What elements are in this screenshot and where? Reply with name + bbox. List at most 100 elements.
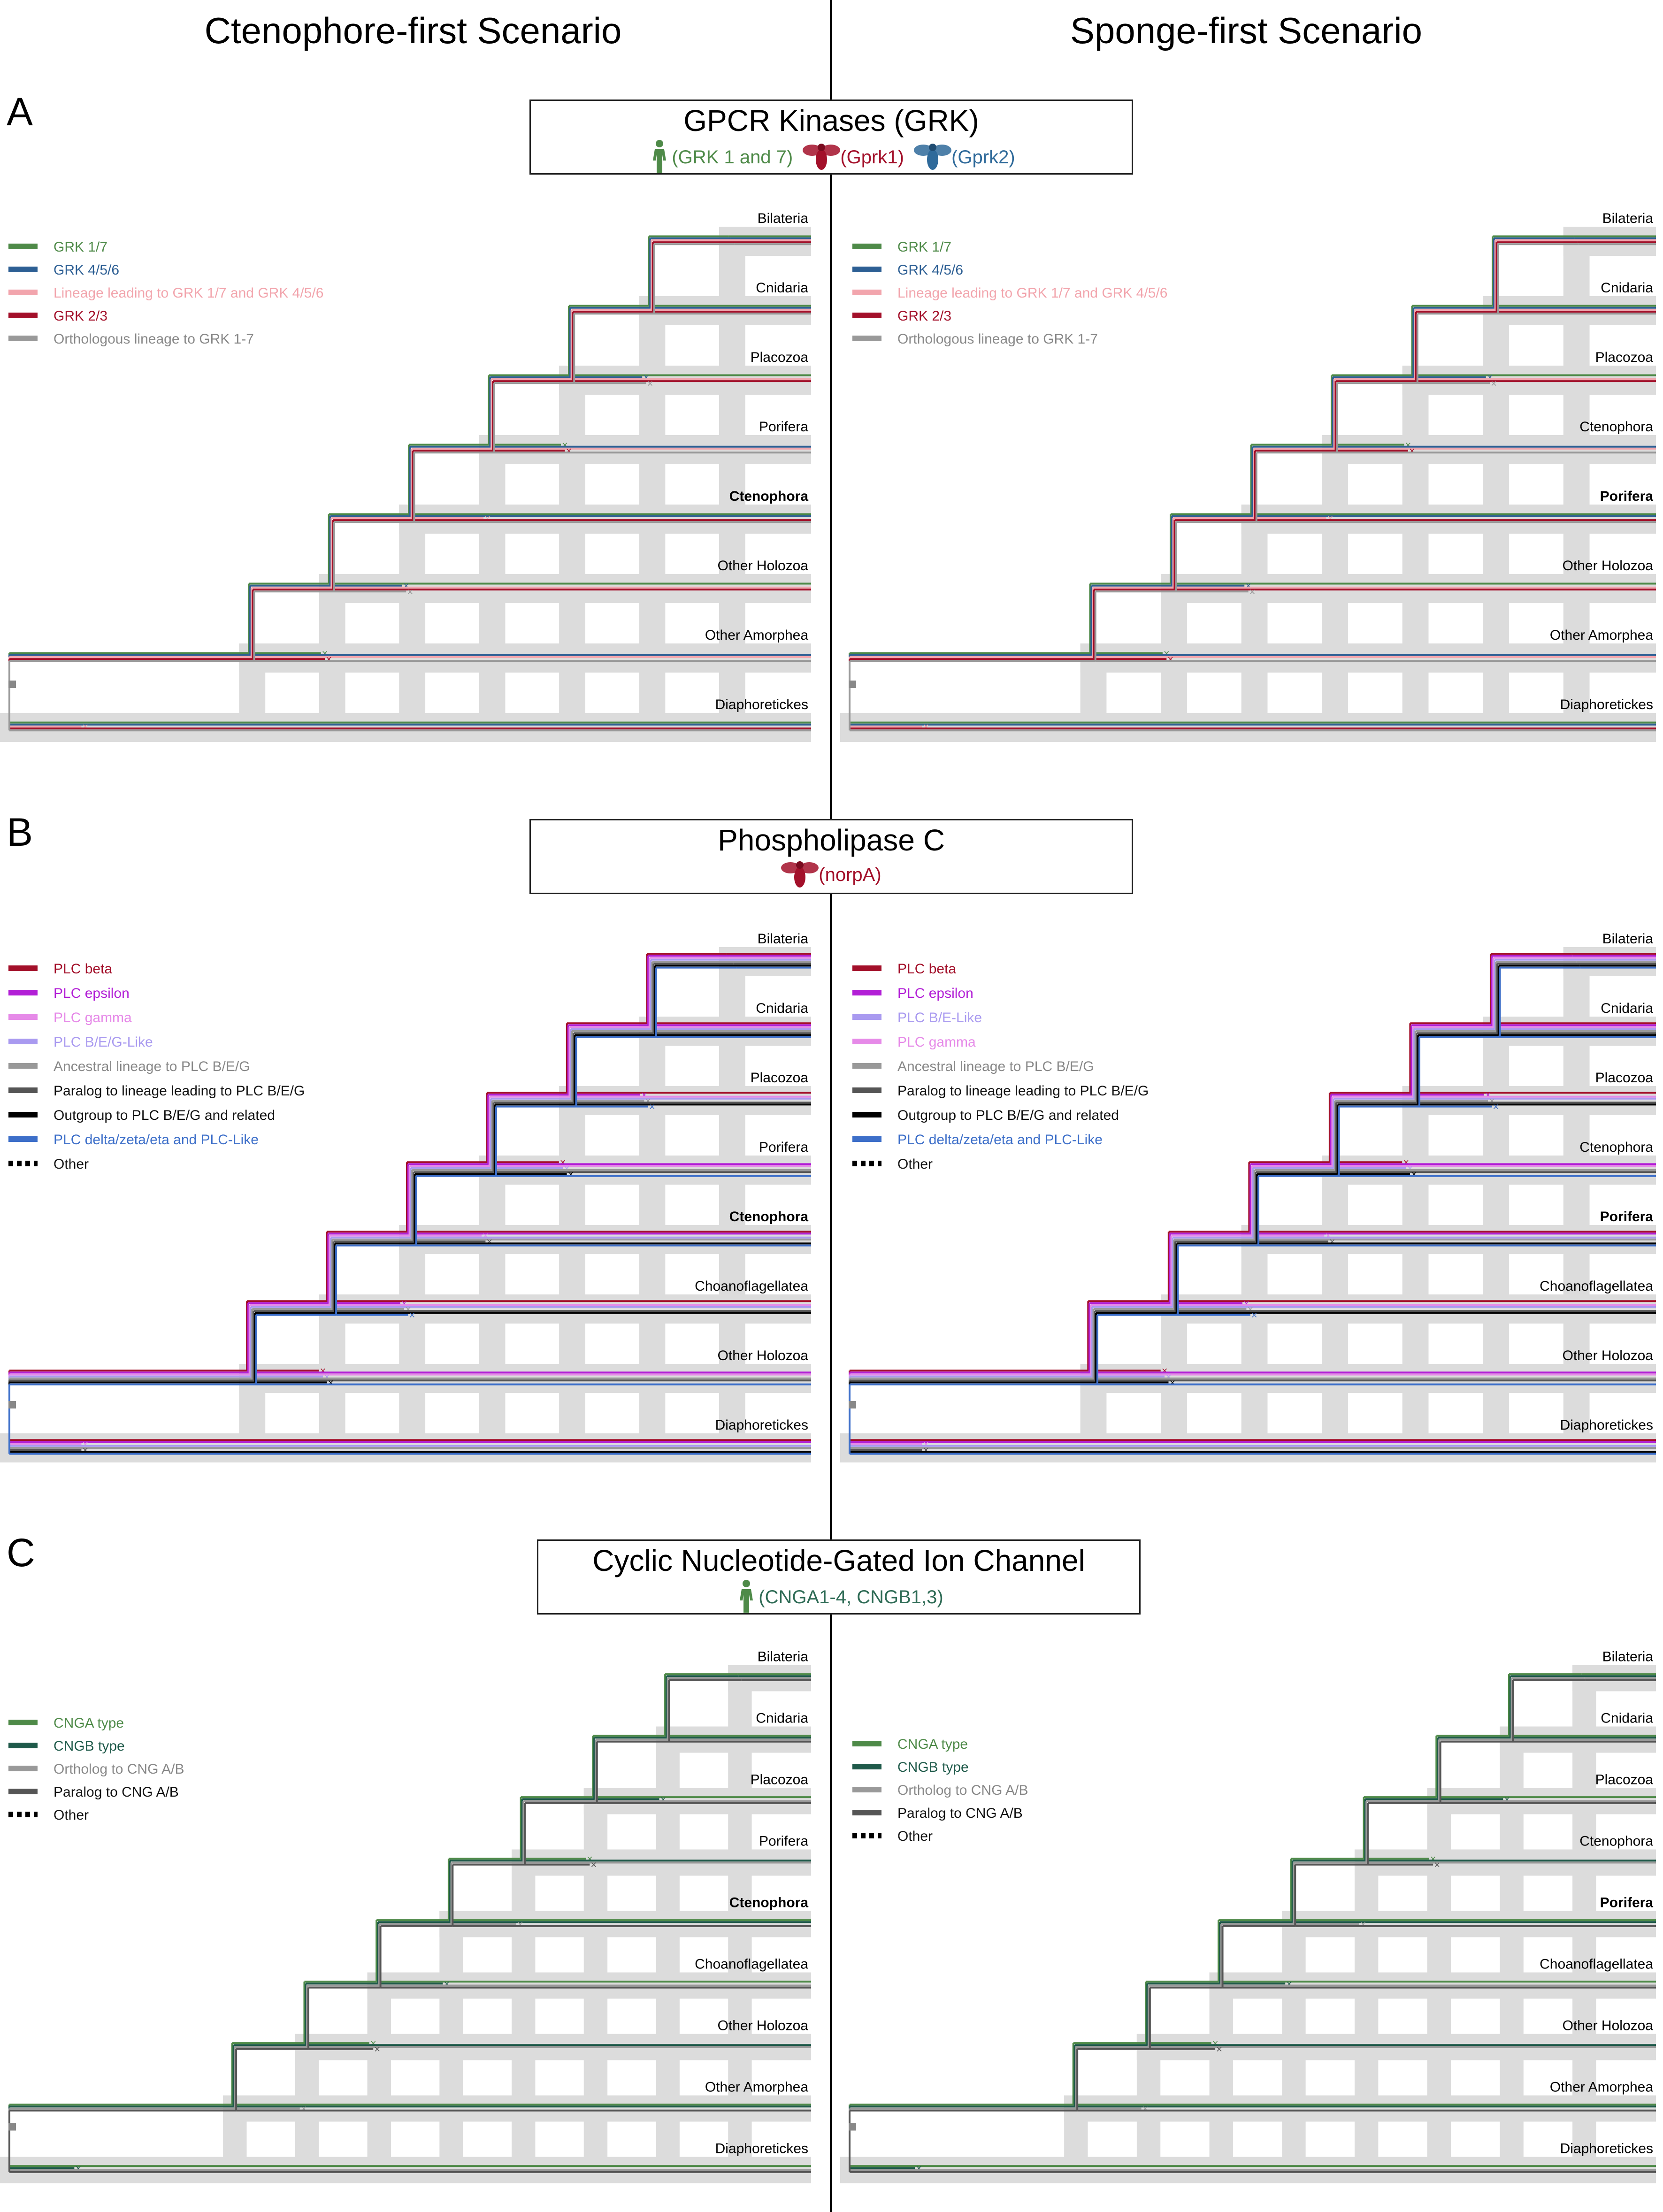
taxon-label-placozoa: Placozoa (1595, 1772, 1654, 1788)
loss-marker: × (566, 445, 572, 457)
legend-label-1-0-7: PLC delta/zeta/eta and PLC-Like (54, 1132, 259, 1148)
clade-band-vertical (0, 713, 26, 742)
clade-band (1402, 366, 1656, 395)
legend-label-0-0-0: GRK 1/7 (54, 239, 107, 255)
legend-label-1-0-6: Outgroup to PLC B/E/G and related (54, 1108, 275, 1123)
taxon-label-other-amorphea: Other Amorphea (705, 2080, 808, 2095)
taxon-label-diaphoretickes: Diaphoretickes (715, 1417, 808, 1433)
loss-marker: × (647, 377, 653, 389)
legend-label-2-0-1: CNGB type (54, 1738, 125, 1754)
taxon-label-diaphoretickes: Diaphoretickes (715, 2141, 808, 2157)
loss-marker: × (1249, 586, 1256, 597)
legend-label-1-1-8: Other (897, 1156, 933, 1172)
taxon-label-placozoa: Placozoa (1595, 1070, 1654, 1086)
clade-band-vertical (399, 1225, 426, 1462)
legend-label-0-0-2: Lineage leading to GRK 1/7 and GRK 4/5/6 (54, 285, 323, 301)
taxon-label-cnidaria: Cnidaria (1601, 1711, 1653, 1726)
clade-band-vertical (1354, 1849, 1379, 2183)
legend-label-2-1-2: Ortholog to CNG A/B (897, 1783, 1028, 1798)
clade-band-vertical (559, 1086, 585, 1462)
legend-label-0-1-0: GRK 1/7 (897, 239, 951, 255)
gene-title-a: GPCR Kinases (GRK) (683, 104, 979, 138)
taxon-label-porifera: Porifera (1600, 489, 1654, 504)
loss-marker: × (1409, 445, 1415, 457)
legend-label-2-0-4: Other (54, 1807, 89, 1823)
legend-label-1-0-8: Other (54, 1156, 89, 1172)
clade-band (239, 643, 811, 673)
taxon-label-other-holozoa: Other Holozoa (1563, 2018, 1654, 2034)
loss-marker: × (1169, 1377, 1175, 1388)
taxon-label-bilateria: Bilateria (1602, 1649, 1654, 1665)
clade-band (1080, 643, 1656, 673)
legend-label-2-0-3: Paralog to CNG A/B (54, 1784, 179, 1800)
clade-band (1161, 574, 1656, 603)
clade-band-vertical (840, 713, 866, 742)
legend-label-0-0-1: GRK 4/5/6 (54, 262, 119, 278)
legend-label-2-1-3: Paralog to CNG A/B (897, 1806, 1023, 1821)
loss-marker: × (1251, 1309, 1257, 1321)
gene-sub-c-0: (CNGA1-4, CNGB1,3) (759, 1586, 943, 1607)
root-node (8, 2123, 16, 2131)
loss-marker: × (1434, 1859, 1440, 1871)
taxon-label-other-amorphea: Other Amorphea (1550, 2080, 1653, 2095)
loss-marker: × (1360, 1919, 1366, 1930)
legend-label-0-1-3: GRK 2/3 (897, 308, 951, 324)
taxon-label-cnidaria: Cnidaria (1601, 1001, 1653, 1016)
clade-band (479, 435, 811, 464)
clade-band-vertical (1241, 505, 1268, 742)
gene-box-b: Phospholipase C (norpA) (529, 819, 1133, 894)
legend-label-2-1-1: CNGB type (897, 1760, 969, 1775)
legend-label-1-1-4: Ancestral lineage to PLC B/E/G (897, 1059, 1094, 1074)
taxon-label-other-holozoa: Other Holozoa (718, 1348, 809, 1363)
taxon-label-cnidaria: Cnidaria (756, 1711, 808, 1726)
loss-marker: × (407, 586, 413, 597)
clade-band (559, 366, 811, 395)
clade-band-vertical (1241, 1225, 1268, 1462)
taxon-label-diaphoretickes: Diaphoretickes (1560, 2141, 1653, 2157)
legend-label-0-0-4: Orthologous lineage to GRK 1-7 (54, 331, 254, 347)
loss-marker: × (374, 2044, 380, 2055)
clade-band-vertical (512, 1849, 536, 2183)
gene-title-c: Cyclic Nucleotide-Gated Ion Channel (592, 1544, 1085, 1577)
gene-box-c: Cyclic Nucleotide-Gated Ion Channel (CNG… (537, 1539, 1141, 1615)
gene-sub-a-2: (Gprk2) (951, 146, 1015, 168)
clade-band (0, 713, 811, 742)
taxon-label-cnidaria: Cnidaria (756, 280, 808, 296)
legend-label-2-1-4: Other (897, 1829, 933, 1844)
human-icon (740, 1579, 753, 1613)
gene-sub-b: (norpA) (531, 858, 1132, 891)
clade-band-vertical (1402, 366, 1429, 742)
taxon-label-placozoa: Placozoa (1595, 350, 1654, 365)
taxon-label-porifera: Porifera (759, 419, 808, 435)
taxon-label-other-holozoa: Other Holozoa (718, 2018, 809, 2034)
fly-icon (803, 143, 841, 170)
root-node (8, 1401, 16, 1408)
fly-icon (781, 861, 819, 888)
human-icon (653, 139, 667, 173)
legend-label-0-1-4: Orthologous lineage to GRK 1-7 (897, 331, 1098, 347)
panel-letter-b: B (7, 810, 33, 854)
taxon-label-other-holozoa: Other Holozoa (718, 558, 809, 574)
taxon-label-ctenophora: Ctenophora (729, 1895, 809, 1911)
root-node (849, 681, 856, 688)
right-scenario-title: Sponge-first Scenario (1070, 10, 1423, 51)
legend-label-1-0-3: PLC B/E/G-Like (54, 1034, 153, 1050)
legend-label-2-1-0: CNGA type (897, 1737, 968, 1752)
taxon-label-ctenophora: Ctenophora (1579, 1140, 1653, 1155)
loss-marker: × (649, 1101, 655, 1113)
legend-label-1-0-1: PLC epsilon (54, 986, 130, 1001)
loss-marker: × (1493, 1101, 1499, 1113)
legend-label-0-1-2: Lineage leading to GRK 1/7 and GRK 4/5/6 (897, 285, 1167, 301)
taxon-label-porifera: Porifera (1600, 1209, 1654, 1225)
legend-label-1-1-0: PLC beta (897, 961, 956, 977)
clade-band-vertical (559, 366, 585, 742)
legend-label-1-1-7: PLC delta/zeta/eta and PLC-Like (897, 1132, 1103, 1148)
clade-band (1241, 505, 1656, 534)
clade-band (399, 505, 811, 534)
loss-marker: × (590, 1859, 597, 1871)
loss-marker: × (409, 1309, 415, 1321)
legend-label-1-1-1: PLC epsilon (897, 986, 973, 1001)
taxon-label-placozoa: Placozoa (751, 350, 809, 365)
taxon-label-ctenophora: Ctenophora (1579, 419, 1653, 435)
